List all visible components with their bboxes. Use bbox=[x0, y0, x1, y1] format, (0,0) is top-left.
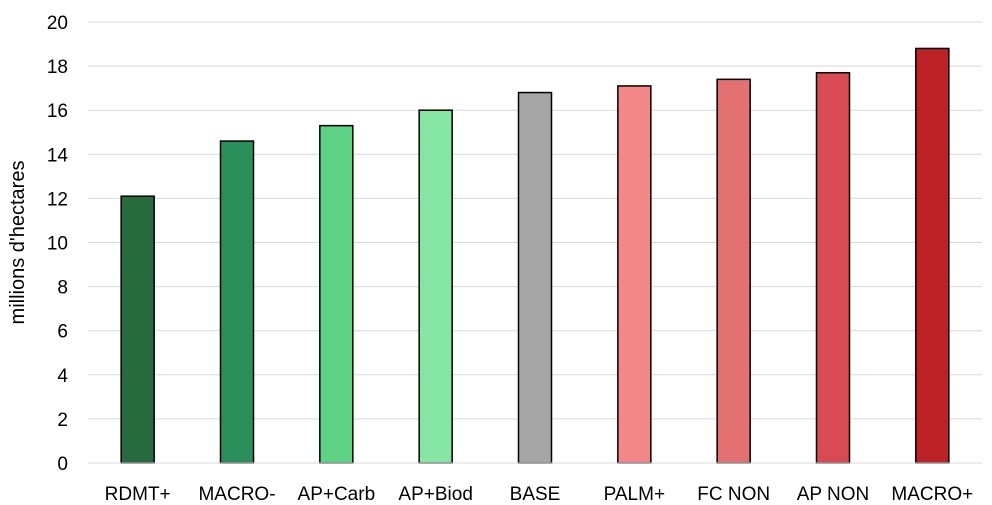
y-tick-label: 6 bbox=[57, 322, 68, 343]
bar bbox=[319, 124, 354, 464]
x-category-label: MACRO- bbox=[198, 484, 275, 505]
y-tick-label: 20 bbox=[47, 13, 68, 34]
x-category-label: BASE bbox=[510, 484, 561, 505]
y-tick-label: 18 bbox=[47, 57, 68, 78]
bar bbox=[120, 195, 155, 464]
y-tick-label: 14 bbox=[47, 145, 69, 166]
bar bbox=[219, 140, 255, 464]
x-category-label: AP+Biod bbox=[398, 484, 472, 505]
bar bbox=[716, 78, 751, 464]
x-category-label: FC NON bbox=[697, 484, 770, 505]
x-category-label: PALM+ bbox=[604, 484, 665, 505]
y-tick-label: 4 bbox=[57, 366, 68, 387]
x-category-label: AP+Carb bbox=[298, 484, 376, 505]
bar bbox=[517, 91, 553, 464]
x-axis-labels: RDMT+ MACRO- AP+Carb AP+Biod BASE PALM+ FC NON… bbox=[105, 484, 974, 505]
bar bbox=[915, 47, 950, 464]
bar bbox=[617, 85, 652, 464]
y-tick-label: 2 bbox=[57, 410, 68, 431]
y-axis-ticks: 0 2 4 6 8 10 12 14 16 18 20 bbox=[47, 13, 69, 475]
y-tick-label: 0 bbox=[57, 454, 68, 475]
bar bbox=[418, 109, 453, 464]
y-axis-title: millions d'hectares bbox=[7, 161, 29, 325]
y-tick-label: 8 bbox=[57, 278, 68, 299]
x-category-label: RDMT+ bbox=[105, 484, 171, 505]
y-tick-label: 10 bbox=[47, 234, 68, 255]
bar bbox=[815, 71, 851, 464]
y-tick-label: 16 bbox=[47, 101, 68, 122]
x-category-label: MACRO+ bbox=[891, 484, 973, 505]
x-category-label: AP NON bbox=[797, 484, 870, 505]
y-tick-label: 12 bbox=[47, 189, 68, 210]
